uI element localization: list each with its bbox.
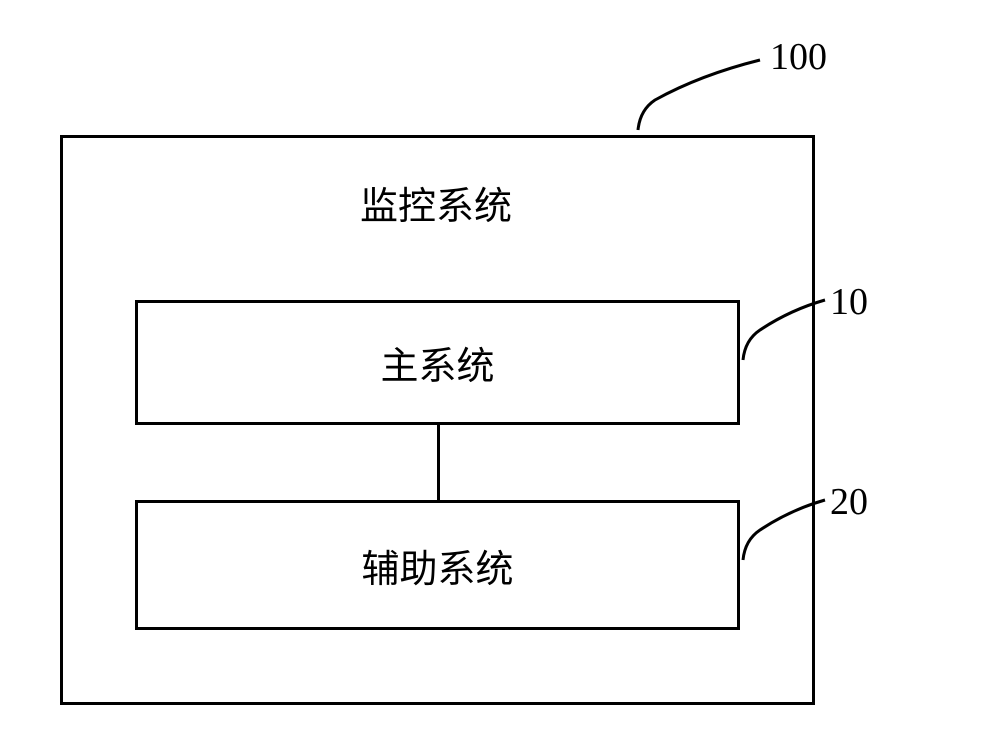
aux-system-label: 辅助系统 [361,538,513,593]
connector-line [437,425,440,500]
main-system-label: 主系统 [380,335,494,390]
diagram-title: 监控系统 [360,175,512,230]
callout-label-10: 10 [830,280,868,324]
main-system-box: 主系统 [135,300,740,425]
callout-label-100: 100 [770,35,827,79]
callout-label-20: 20 [830,480,868,524]
aux-system-box: 辅助系统 [135,500,740,630]
